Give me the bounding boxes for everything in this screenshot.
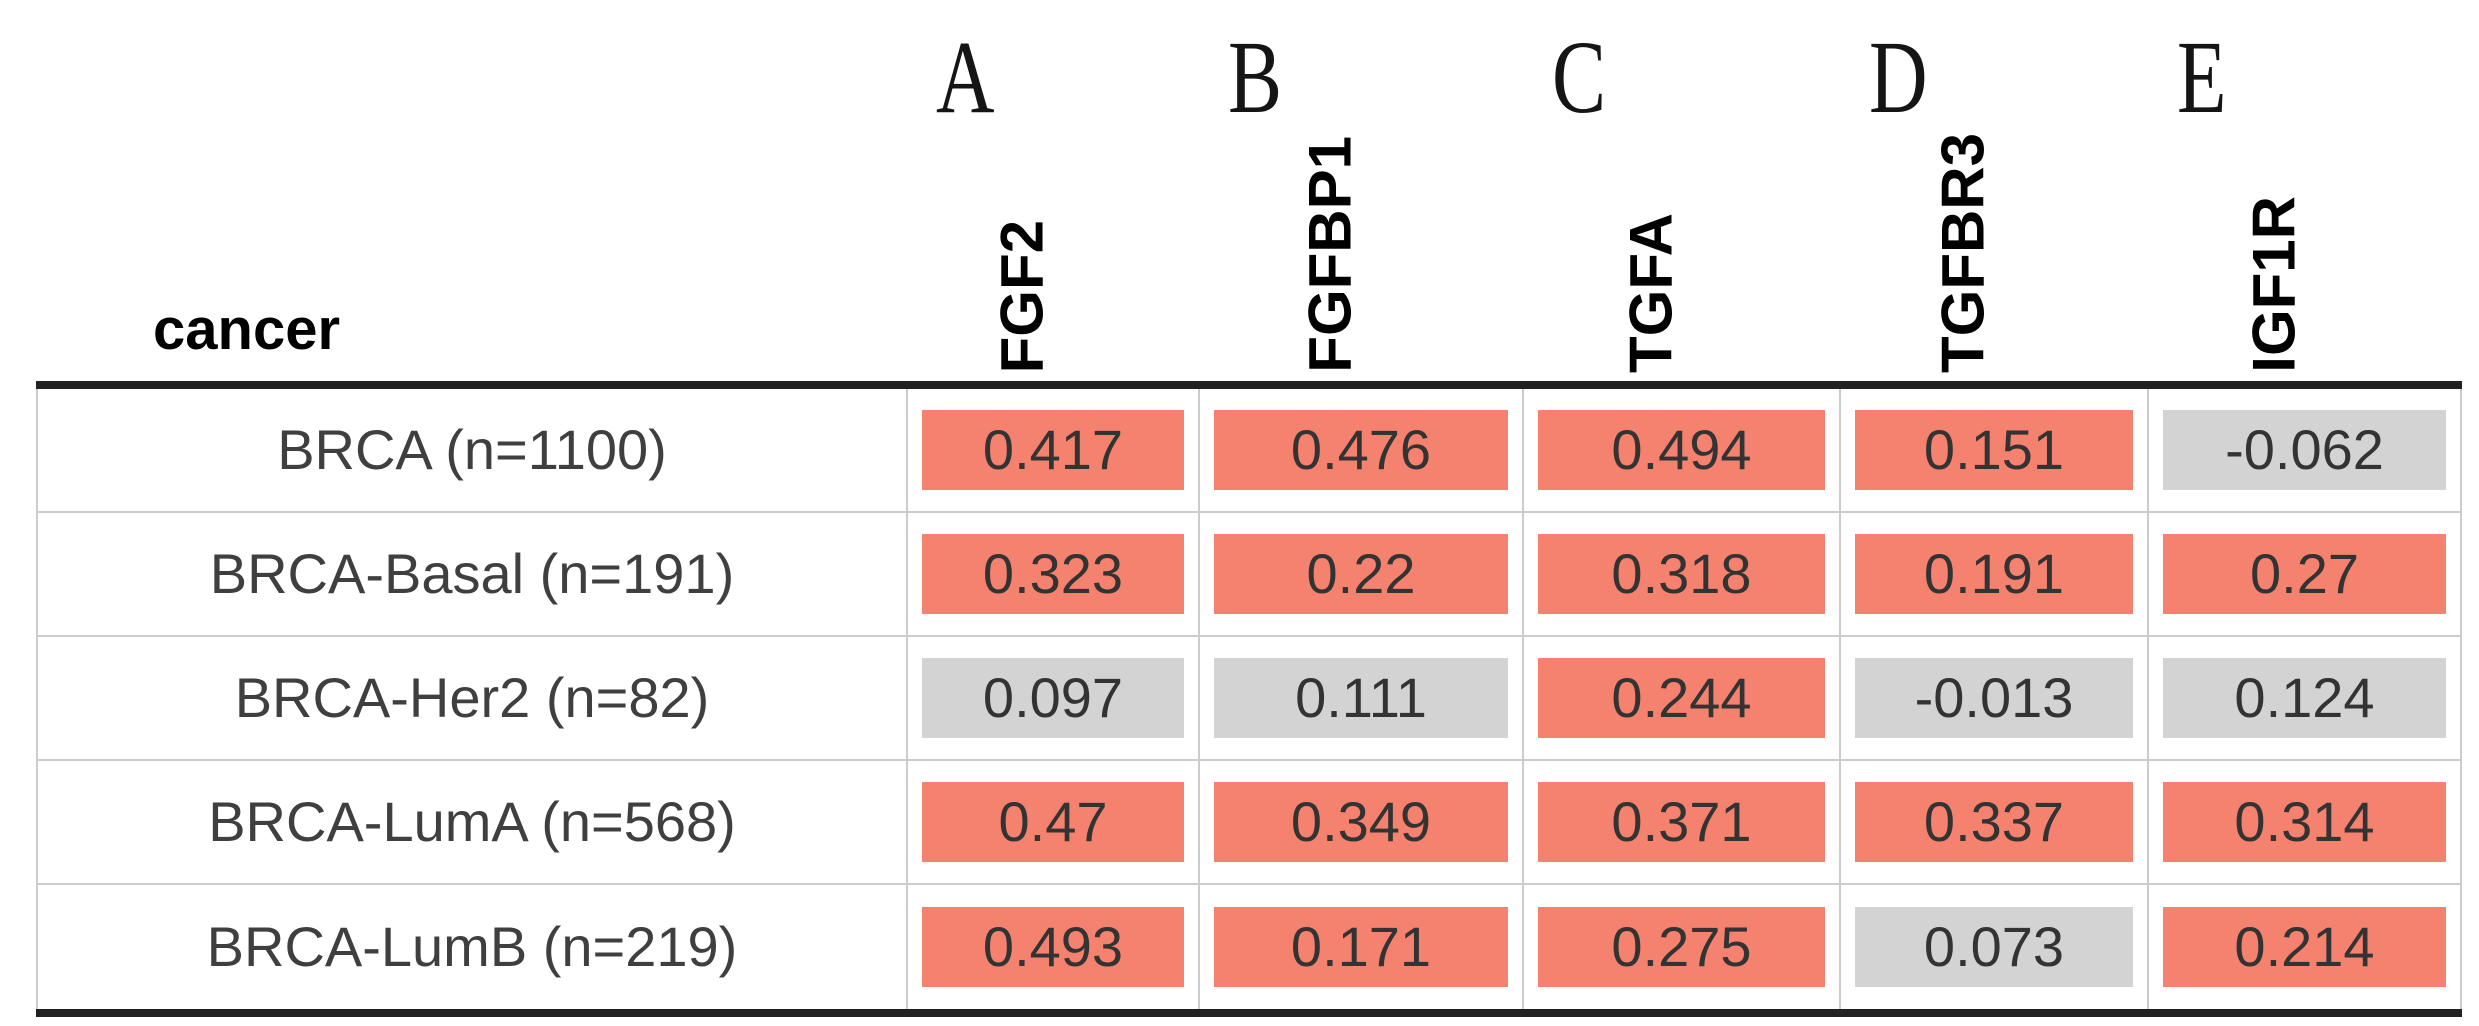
correlation-value: -0.013 bbox=[1855, 658, 2133, 738]
row-header-label: cancer bbox=[153, 297, 341, 362]
column-header-tgfa[interactable]: C TGFA bbox=[1524, 0, 1841, 381]
table-row: BRCA-LumB (n=219) 0.493 0.171 0.275 0.07… bbox=[36, 885, 2462, 1009]
value-cell: 0.337 bbox=[1841, 761, 2149, 883]
value-cell: 0.493 bbox=[908, 885, 1200, 1009]
row-label-cell: BRCA (n=1100) bbox=[36, 389, 908, 511]
value-cell: 0.111 bbox=[1200, 637, 1524, 759]
table-body: BRCA (n=1100) 0.417 0.476 0.494 0.151 -0… bbox=[36, 381, 2462, 1017]
correlation-value: 0.214 bbox=[2163, 907, 2446, 987]
table-row: BRCA (n=1100) 0.417 0.476 0.494 0.151 -0… bbox=[36, 389, 2462, 513]
correlation-value: 0.244 bbox=[1538, 658, 1825, 738]
correlation-value: -0.062 bbox=[2163, 410, 2446, 490]
column-header-tgfbr3[interactable]: D TGFBR3 bbox=[1841, 0, 2149, 381]
value-cell: 0.275 bbox=[1524, 885, 1841, 1009]
gene-label-tgfa: TGFA bbox=[1616, 213, 1684, 373]
value-cell: 0.097 bbox=[908, 637, 1200, 759]
correlation-value: 0.417 bbox=[922, 410, 1184, 490]
gene-label-fgfbp1: FGFBP1 bbox=[1296, 136, 1364, 373]
column-header-fgf2[interactable]: A FGF2 bbox=[908, 0, 1200, 381]
correlation-value: 0.349 bbox=[1214, 782, 1508, 862]
panel-letter-c: C bbox=[1552, 20, 1607, 135]
correlation-value: 0.323 bbox=[922, 534, 1184, 614]
column-header-igf1r[interactable]: E IGF1R bbox=[2149, 0, 2462, 381]
row-label: BRCA-LumA (n=568) bbox=[208, 790, 736, 853]
correlation-value: 0.073 bbox=[1855, 907, 2133, 987]
row-label: BRCA-LumB (n=219) bbox=[206, 915, 738, 978]
correlation-value: 0.27 bbox=[2163, 534, 2446, 614]
correlation-value: 0.493 bbox=[922, 907, 1184, 987]
correlation-value: 0.191 bbox=[1855, 534, 2133, 614]
correlation-value: 0.494 bbox=[1538, 410, 1825, 490]
value-cell: 0.349 bbox=[1200, 761, 1524, 883]
correlation-value: 0.124 bbox=[2163, 658, 2446, 738]
value-cell: 0.151 bbox=[1841, 389, 2149, 511]
panel-letter-d: D bbox=[1869, 20, 1928, 135]
table-row: BRCA-Basal (n=191) 0.323 0.22 0.318 0.19… bbox=[36, 513, 2462, 637]
value-cell: 0.191 bbox=[1841, 513, 2149, 635]
row-label-cell: BRCA-Basal (n=191) bbox=[36, 513, 908, 635]
correlation-value: 0.097 bbox=[922, 658, 1184, 738]
row-label-cell: BRCA-Her2 (n=82) bbox=[36, 637, 908, 759]
value-cell: 0.318 bbox=[1524, 513, 1841, 635]
value-cell: 0.323 bbox=[908, 513, 1200, 635]
correlation-value: 0.275 bbox=[1538, 907, 1825, 987]
gene-label-fgf2: FGF2 bbox=[988, 219, 1056, 373]
correlation-value: 0.476 bbox=[1214, 410, 1508, 490]
correlation-value: 0.314 bbox=[2163, 782, 2446, 862]
value-cell: 0.47 bbox=[908, 761, 1200, 883]
value-cell: 0.073 bbox=[1841, 885, 2149, 1009]
row-label: BRCA-Her2 (n=82) bbox=[234, 666, 710, 729]
value-cell: 0.214 bbox=[2149, 885, 2462, 1009]
column-header-fgfbp1[interactable]: B FGFBP1 bbox=[1200, 0, 1524, 381]
correlation-value: 0.371 bbox=[1538, 782, 1825, 862]
correlation-value: 0.47 bbox=[922, 782, 1184, 862]
value-cell: 0.171 bbox=[1200, 885, 1524, 1009]
value-cell: -0.013 bbox=[1841, 637, 2149, 759]
value-cell: 0.27 bbox=[2149, 513, 2462, 635]
value-cell: -0.062 bbox=[2149, 389, 2462, 511]
value-cell: 0.494 bbox=[1524, 389, 1841, 511]
gene-label-igf1r: IGF1R bbox=[2239, 196, 2307, 373]
column-header-cancer[interactable]: cancer bbox=[36, 0, 908, 381]
row-label: BRCA (n=1100) bbox=[277, 418, 667, 481]
correlation-value: 0.151 bbox=[1855, 410, 2133, 490]
table-row: BRCA-Her2 (n=82) 0.097 0.111 0.244 -0.01… bbox=[36, 637, 2462, 761]
value-cell: 0.476 bbox=[1200, 389, 1524, 511]
correlation-value: 0.171 bbox=[1214, 907, 1508, 987]
value-cell: 0.124 bbox=[2149, 637, 2462, 759]
correlation-value: 0.318 bbox=[1538, 534, 1825, 614]
gene-label-tgfbr3: TGFBR3 bbox=[1929, 133, 1997, 373]
correlation-value: 0.22 bbox=[1214, 534, 1508, 614]
panel-letter-a: A bbox=[936, 20, 995, 135]
row-label-cell: BRCA-LumA (n=568) bbox=[36, 761, 908, 883]
correlation-table: cancer A FGF2 B FGFBP1 bbox=[36, 0, 2462, 1017]
row-label-cell: BRCA-LumB (n=219) bbox=[36, 885, 908, 1009]
table-row: BRCA-LumA (n=568) 0.47 0.349 0.371 0.337… bbox=[36, 761, 2462, 885]
value-cell: 0.417 bbox=[908, 389, 1200, 511]
value-cell: 0.371 bbox=[1524, 761, 1841, 883]
panel-letter-b: B bbox=[1228, 20, 1283, 135]
correlation-value: 0.337 bbox=[1855, 782, 2133, 862]
correlation-value: 0.111 bbox=[1214, 658, 1508, 738]
table-header: cancer A FGF2 B FGFBP1 bbox=[36, 0, 2462, 381]
value-cell: 0.244 bbox=[1524, 637, 1841, 759]
panel-letter-e: E bbox=[2177, 20, 2227, 135]
value-cell: 0.314 bbox=[2149, 761, 2462, 883]
row-label: BRCA-Basal (n=191) bbox=[209, 542, 735, 605]
value-cell: 0.22 bbox=[1200, 513, 1524, 635]
